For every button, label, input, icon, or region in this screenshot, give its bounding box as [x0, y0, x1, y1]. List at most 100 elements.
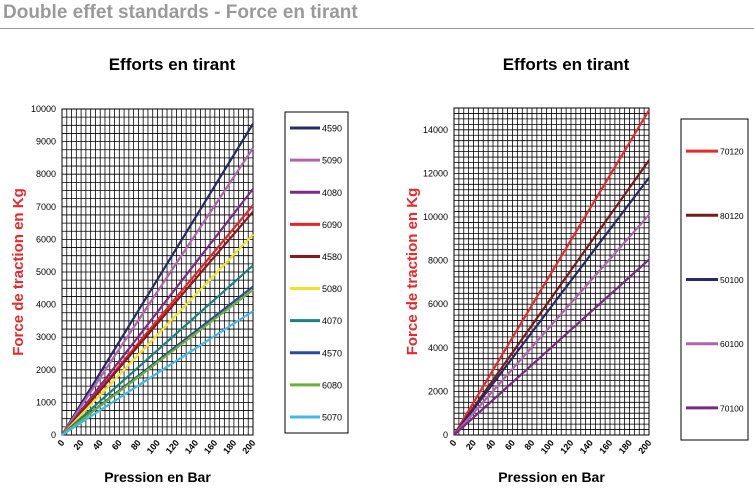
legend-item: 4580	[290, 252, 342, 262]
legend-item: 4590	[290, 124, 342, 134]
y-tick-label: 3000	[36, 332, 56, 342]
x-tick-label: 60	[503, 438, 517, 452]
series-line-70120	[453, 109, 650, 436]
x-tick-label: 100	[145, 438, 162, 456]
legend-label: 5070	[322, 412, 342, 422]
legend-label: 80120	[720, 211, 744, 221]
series-line-80120	[453, 159, 650, 436]
page-header: Double effet standards - Force en tirant	[3, 2, 358, 23]
y-tick-label: 2000	[36, 365, 56, 375]
x-tick-label: 20	[464, 438, 478, 452]
x-tick-label: 160	[597, 438, 614, 456]
y-tick-label: 8000	[428, 256, 448, 266]
legend-label: 70120	[720, 147, 744, 157]
x-tick-label: 40	[91, 438, 105, 452]
series-lines	[453, 109, 650, 436]
legend-box	[284, 111, 349, 434]
x-tick-label: 0	[56, 438, 67, 448]
legend-item: 50100	[686, 275, 744, 285]
series-line-70100	[453, 258, 650, 436]
legend-label: 4590	[322, 124, 342, 134]
x-tick-label: 40	[483, 438, 497, 452]
series-line-5090	[61, 147, 254, 436]
y-tick-label: 12000	[423, 168, 448, 178]
legend-label: 4580	[322, 252, 342, 262]
legend-label: 4080	[322, 188, 342, 198]
legend-item: 4070	[290, 316, 342, 326]
chart-2: Efforts en tirant02000400060008000100001…	[404, 55, 749, 485]
y-tick-label: 9000	[36, 137, 56, 147]
y-axis-label: Force de traction en Kg	[404, 188, 421, 356]
y-tick-label: 0	[51, 430, 56, 440]
legend-label: 6080	[322, 380, 342, 390]
y-tick-label: 8000	[36, 169, 56, 179]
y-tick-label: 5000	[36, 267, 56, 277]
legend-label: 4570	[322, 348, 342, 358]
y-tick-label: 4000	[428, 343, 448, 353]
legend-item: 70100	[686, 403, 744, 413]
legend-label: 5080	[322, 284, 342, 294]
legend-item: 5090	[290, 156, 342, 166]
legend-item: 80120	[686, 211, 744, 221]
chart-title: Efforts en tirant	[503, 55, 630, 74]
x-tick-label: 100	[539, 438, 556, 456]
series-line-4590	[61, 123, 254, 436]
y-tick-label: 6000	[36, 234, 56, 244]
x-tick-label: 80	[522, 438, 536, 452]
legend-label: 50100	[720, 275, 744, 285]
x-axis-label: Pression en Bar	[498, 469, 605, 485]
x-tick-label: 20	[72, 438, 86, 452]
grid	[454, 108, 649, 435]
y-tick-label: 7000	[36, 202, 56, 212]
legend-item: 5080	[290, 284, 342, 294]
x-tick-label: 80	[129, 438, 143, 452]
series-line-6080	[61, 289, 254, 436]
chart-1: Efforts en tirant01000200030004000500060…	[10, 55, 349, 485]
x-tick-label: 0	[448, 438, 459, 448]
x-tick-label: 140	[578, 438, 595, 456]
series-line-4580	[61, 210, 254, 436]
grid	[62, 109, 253, 435]
y-tick-label: 1000	[36, 397, 56, 407]
series-line-50100	[453, 177, 650, 436]
series-line-5080	[61, 233, 254, 436]
legend-item: 4570	[290, 348, 342, 358]
x-tick-label: 120	[558, 438, 575, 456]
legend-item: 6090	[290, 220, 342, 230]
legend-label: 70100	[720, 403, 744, 413]
legend-item: 4080	[290, 188, 342, 198]
legend-label: 5090	[322, 156, 342, 166]
series-lines	[61, 123, 254, 436]
legend-label: 60100	[720, 339, 744, 349]
x-tick-label: 140	[183, 438, 200, 456]
legend: 4590 5090 4080 6090 4580 5080 4070 4570 6080 5070	[284, 111, 349, 434]
x-tick-label: 180	[617, 438, 634, 456]
legend-item: 6080	[290, 380, 342, 390]
y-tick-label: 2000	[428, 386, 448, 396]
y-tick-label: 4000	[36, 300, 56, 310]
x-tick-label: 200	[240, 438, 257, 456]
legend-label: 4070	[322, 316, 342, 326]
legend-item: 70120	[686, 147, 744, 157]
x-tick-label: 160	[202, 438, 219, 456]
header-divider	[0, 28, 754, 29]
y-tick-label: 10000	[423, 212, 448, 222]
legend-item: 60100	[686, 339, 744, 349]
legend-item: 5070	[290, 412, 342, 422]
series-line-4070	[61, 264, 254, 436]
chart-title: Efforts en tirant	[109, 55, 236, 74]
series-line-5070	[61, 310, 254, 436]
series-line-4080	[61, 188, 254, 436]
y-axis-label: Force de traction en Kg	[10, 188, 27, 356]
y-tick-label: 0	[443, 430, 448, 440]
x-axis-label: Pression en Bar	[104, 469, 211, 485]
x-tick-label: 200	[636, 438, 653, 456]
legend: 70120 80120 50100 60100 70100	[680, 118, 749, 441]
x-tick-label: 180	[221, 438, 238, 456]
x-tick-label: 60	[110, 438, 124, 452]
y-tick-label: 14000	[423, 125, 448, 135]
legend-label: 6090	[322, 220, 342, 230]
y-tick-label: 6000	[428, 299, 448, 309]
x-tick-label: 120	[164, 438, 181, 456]
